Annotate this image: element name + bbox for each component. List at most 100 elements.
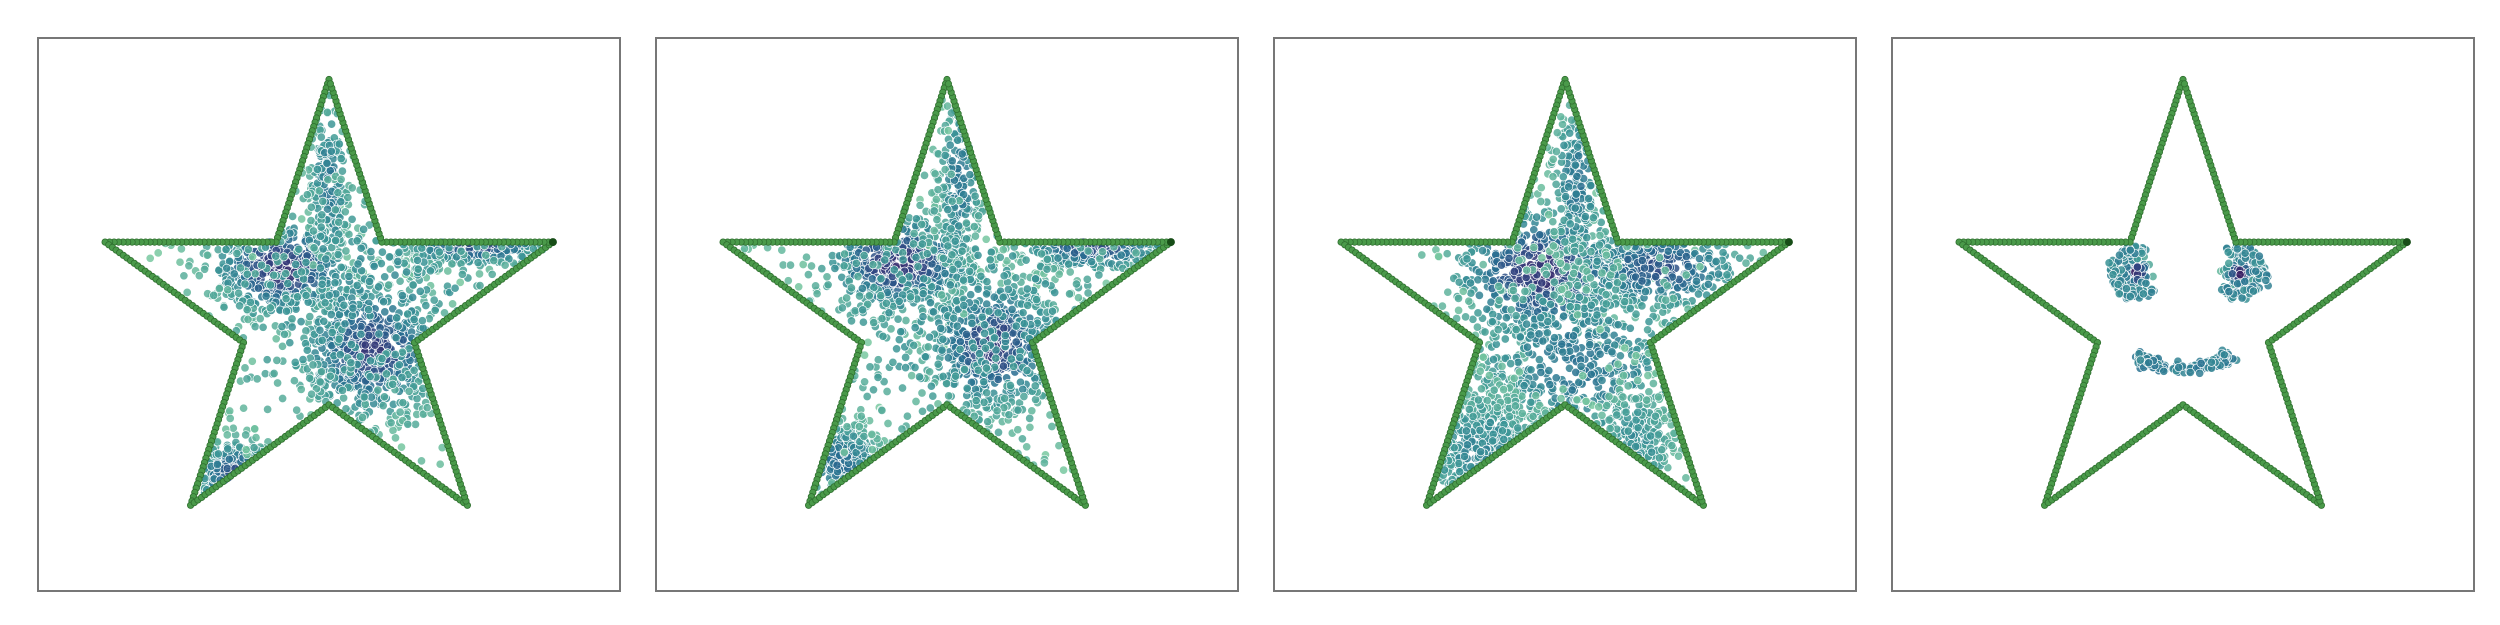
- scatter-point: [998, 361, 1009, 371]
- scatter-point: [1004, 410, 1014, 420]
- scatter-point: [817, 264, 827, 274]
- scatter-point: [867, 429, 877, 439]
- scatter-point: [1008, 251, 1018, 261]
- scatter-point: [369, 261, 379, 271]
- scatter-point: [1019, 319, 1029, 329]
- scatter-point: [777, 245, 787, 255]
- scatter-point: [855, 291, 865, 301]
- scatter-point: [947, 156, 957, 166]
- scatter-point: [846, 316, 857, 326]
- scatter-point: [812, 289, 822, 299]
- scatter-point: [357, 412, 368, 423]
- scatter-point: [326, 146, 336, 156]
- scatter-point: [954, 221, 964, 231]
- scatter-point: [953, 259, 963, 269]
- scatter-point: [395, 276, 405, 286]
- scatter-point: [973, 250, 983, 260]
- scatter-point: [325, 371, 335, 381]
- scatter-point: [341, 246, 351, 256]
- scatter-point: [884, 308, 894, 318]
- scatter-point: [970, 191, 980, 201]
- scatter-point: [194, 271, 204, 281]
- scatter-point: [346, 358, 356, 368]
- scatter-point: [1011, 337, 1021, 347]
- scatter-point: [315, 263, 326, 273]
- scatter-point: [830, 263, 840, 273]
- scatter-point: [319, 316, 329, 326]
- scatter-point: [842, 422, 852, 432]
- scatter-point: [314, 186, 324, 196]
- scatter-point: [316, 222, 326, 232]
- plot-area: [719, 75, 1175, 509]
- scatter-point: [955, 337, 965, 347]
- scatter-point: [1065, 267, 1075, 277]
- scatter-point: [333, 188, 343, 198]
- scatter-point: [1053, 253, 1063, 263]
- scatter-point: [343, 192, 353, 203]
- scatter-point: [943, 205, 953, 215]
- scatter-point: [969, 343, 979, 353]
- scatter-point: [360, 340, 370, 350]
- scatter-point: [740, 244, 750, 254]
- scatter-point: [984, 306, 994, 316]
- scatter-point: [947, 250, 957, 260]
- scatter-point: [949, 313, 959, 323]
- scatter-point: [973, 284, 983, 294]
- scatter-point: [965, 170, 975, 180]
- scatter-point: [919, 274, 929, 284]
- scatter-point: [278, 393, 288, 404]
- scatter-point: [888, 357, 898, 367]
- scatter-point: [896, 327, 906, 337]
- scatter-point: [305, 373, 315, 383]
- scatter-point: [250, 322, 260, 332]
- scatter-point: [474, 269, 485, 279]
- scatter-point: [1031, 274, 1041, 284]
- scatter-point: [334, 217, 344, 227]
- scatter-point: [982, 277, 992, 287]
- scatter-point: [929, 206, 939, 216]
- scatter-point: [1071, 279, 1082, 289]
- scatter-point: [940, 165, 950, 175]
- scatter-point: [318, 196, 328, 206]
- scatter-point: [944, 391, 954, 401]
- scatter-point: [937, 345, 947, 355]
- scatter-point: [384, 252, 395, 262]
- scatter-point: [940, 268, 950, 279]
- scatter-point: [1007, 304, 1017, 315]
- scatter-point: [320, 298, 330, 308]
- scatter-point: [263, 404, 273, 414]
- scatter-point: [242, 269, 252, 279]
- scatter-point: [1042, 264, 1052, 274]
- scatter-point: [360, 399, 370, 409]
- scatter-point: [331, 235, 341, 246]
- scatter-point: [413, 264, 423, 274]
- scatter-point: [390, 433, 401, 443]
- scatter-point: [1025, 413, 1035, 423]
- scatter-point: [200, 264, 210, 274]
- scatter-point: [1065, 289, 1075, 299]
- scatter-point: [344, 271, 354, 281]
- scatter-point: [290, 357, 300, 367]
- scatter-point: [923, 342, 933, 352]
- scatter-point: [292, 292, 303, 302]
- scatter-point: [301, 290, 311, 301]
- scatter-point: [801, 252, 812, 262]
- scatter-point: [961, 234, 972, 244]
- scatter-point: [909, 228, 919, 238]
- scatter-point: [301, 257, 311, 267]
- scatter-point: [1047, 306, 1058, 316]
- scatter-point: [347, 214, 357, 224]
- scatter-point: [269, 368, 279, 379]
- scatter-point: [869, 318, 879, 328]
- scatter-point: [938, 334, 948, 344]
- scatter-point: [894, 296, 904, 306]
- scatter-point: [938, 253, 948, 263]
- scatter-point: [241, 430, 251, 440]
- scatter-point: [1087, 257, 1097, 267]
- scatter-point: [860, 377, 870, 387]
- scatter-point: [1031, 394, 1041, 405]
- scatter-point: [397, 291, 407, 301]
- scatter-point: [213, 449, 223, 459]
- scatter-point: [265, 303, 275, 313]
- boundary-end-point: [548, 238, 557, 247]
